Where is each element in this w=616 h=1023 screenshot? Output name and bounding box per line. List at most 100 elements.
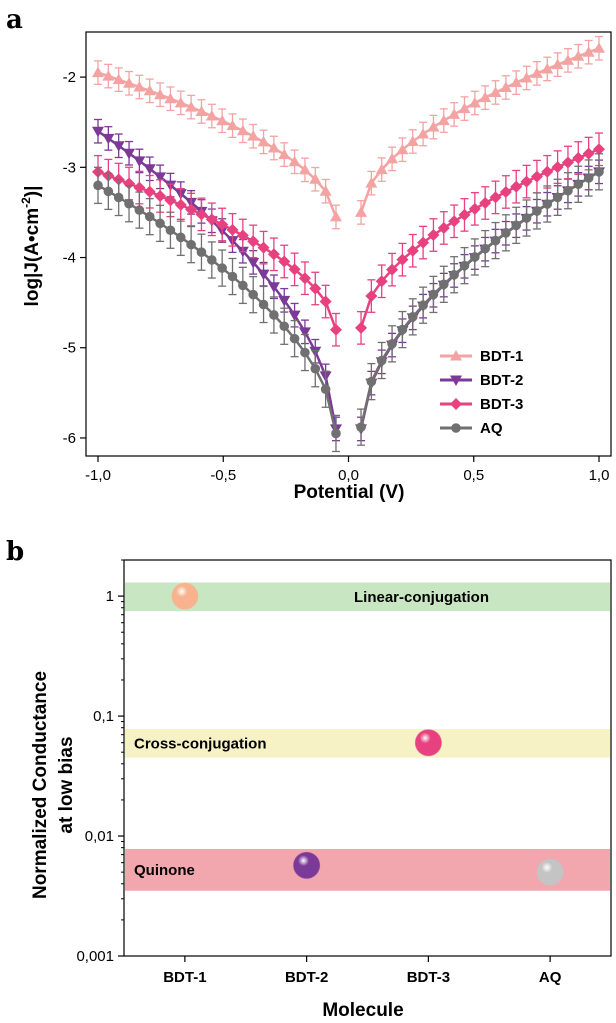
data-point [154, 172, 167, 183]
data-point [468, 202, 481, 215]
legend-label: AQ [480, 420, 503, 437]
data-point [406, 135, 419, 146]
data-point [418, 300, 428, 311]
data-point [365, 177, 378, 188]
data-point [205, 213, 218, 226]
data-point [174, 96, 187, 108]
panel-a-letter: a [6, 5, 23, 35]
data-point [164, 194, 177, 207]
data-point [247, 130, 260, 141]
data-point [195, 105, 208, 116]
data-point [356, 422, 366, 432]
data-point [216, 114, 229, 126]
data-point [376, 355, 387, 366]
data-point [124, 198, 134, 209]
y-tick-label: 1 [106, 588, 114, 605]
data-point [417, 236, 430, 249]
data-point [561, 54, 574, 65]
data-point [227, 271, 238, 282]
legend-label: BDT-1 [480, 348, 523, 365]
data-point [247, 235, 260, 248]
data-point [572, 151, 585, 164]
band-label: Cross-conjugation [134, 735, 267, 752]
data-point [196, 247, 207, 257]
data-point [510, 76, 523, 88]
data-point [417, 128, 430, 139]
data-point [499, 185, 512, 198]
y-tick-label: -6 [63, 430, 76, 447]
data-point [186, 239, 196, 250]
data-point [298, 163, 311, 175]
data-point [561, 156, 574, 169]
panel-b-x-axis-title: Molecule [322, 1000, 403, 1021]
data-point [207, 255, 217, 265]
data-point [267, 282, 280, 293]
data-point [133, 80, 146, 92]
data-point [366, 376, 377, 387]
band-3 [125, 848, 610, 891]
panel-a-y-axis-title: log|J(A•cm-2)| [19, 186, 43, 307]
y-tick-label: 0,1 [93, 708, 114, 725]
data-point [164, 92, 177, 104]
data-point [386, 263, 399, 276]
data-point [226, 119, 239, 131]
data-point [267, 248, 280, 261]
data-point [102, 70, 115, 81]
x-tick-label: 0,5 [463, 467, 484, 484]
data-point [195, 208, 208, 221]
data-point-bdt-3 [414, 729, 442, 757]
series-bdt-3 [92, 132, 605, 347]
data-point [319, 295, 332, 308]
data-point [499, 81, 512, 92]
data-point [407, 312, 418, 322]
data-point [288, 263, 301, 276]
data-point [93, 180, 103, 191]
data-point [552, 192, 563, 203]
data-point [489, 191, 502, 204]
data-point [309, 282, 322, 295]
data-point [155, 218, 165, 229]
data-point [247, 257, 260, 269]
data-point [437, 114, 450, 126]
series-line [97, 130, 338, 430]
y-tick-label: -2 [63, 69, 76, 86]
legend: BDT-1 BDT-2 BDT-3 AQ [440, 348, 523, 437]
data-point [329, 210, 342, 222]
y-tick-label: -4 [63, 250, 76, 267]
data-point [375, 275, 388, 288]
category-label: BDT-1 [163, 969, 206, 986]
legend-marker [450, 350, 462, 361]
data-point [489, 86, 502, 97]
panel-a-x-axis-title: Potential (V) [294, 482, 405, 503]
data-point [593, 143, 605, 156]
data-point [520, 71, 533, 83]
data-point-bdt-2 [293, 851, 321, 879]
data-point [490, 235, 501, 246]
legend-marker [450, 398, 462, 410]
data-point [437, 221, 450, 234]
x-tick-label: -0,5 [210, 467, 236, 484]
data-point [319, 185, 332, 196]
legend-marker [450, 375, 462, 386]
data-point [134, 205, 145, 215]
data-point [320, 384, 331, 395]
series-line [359, 170, 600, 430]
data-point [144, 211, 155, 222]
data-point [258, 299, 269, 310]
y-tick-label: -3 [63, 159, 76, 176]
data-point [185, 101, 198, 112]
data-point [102, 133, 115, 145]
data-point [521, 213, 532, 223]
legend-label: BDT-2 [480, 372, 523, 389]
data-point [468, 96, 481, 108]
panel-b-chart: Linear-conjugation Cross-conjugation Quino… [76, 559, 612, 986]
data-point [300, 347, 310, 358]
data-point [449, 269, 459, 280]
band-label: Quinone [134, 862, 195, 879]
data-point [279, 321, 290, 332]
data-point [406, 244, 419, 257]
data-point-bdt-1 [171, 582, 199, 610]
data-point [310, 363, 321, 374]
band-1 [125, 582, 610, 612]
data-point [573, 179, 584, 190]
